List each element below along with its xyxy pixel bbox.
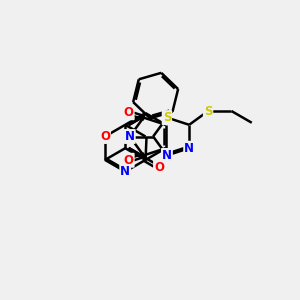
Text: S: S xyxy=(204,104,212,118)
Text: N: N xyxy=(125,130,135,143)
Text: N: N xyxy=(162,149,172,162)
Text: O: O xyxy=(124,106,134,119)
Text: N: N xyxy=(184,142,194,155)
Text: O: O xyxy=(124,154,134,167)
Text: S: S xyxy=(163,111,171,124)
Text: O: O xyxy=(100,130,110,143)
Text: O: O xyxy=(154,161,164,174)
Text: N: N xyxy=(120,165,130,178)
